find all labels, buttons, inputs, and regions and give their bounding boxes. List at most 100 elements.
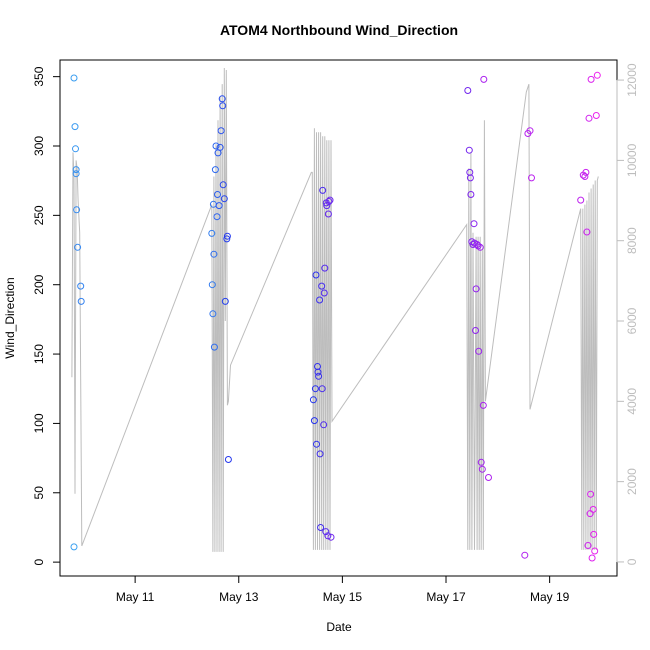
data-point xyxy=(219,181,227,189)
data-point xyxy=(480,75,488,83)
data-point xyxy=(582,168,590,176)
x-tick-label: May 13 xyxy=(219,590,259,604)
data-point xyxy=(587,75,595,83)
data-point xyxy=(211,166,219,174)
y-tick-label: 350 xyxy=(32,66,46,86)
y-tick-label: 250 xyxy=(32,205,46,225)
data-point xyxy=(317,524,325,531)
data-point xyxy=(218,95,226,103)
data-point xyxy=(214,191,221,198)
data-point xyxy=(581,173,589,180)
data-point xyxy=(220,195,228,203)
data-point xyxy=(588,554,596,562)
data-point xyxy=(219,102,227,110)
data-point xyxy=(73,206,81,214)
data-point xyxy=(215,202,223,210)
data-point xyxy=(476,243,484,251)
data-point xyxy=(310,417,318,425)
data-point xyxy=(216,143,224,151)
data-point xyxy=(320,421,328,429)
data-point xyxy=(485,474,492,481)
data-point xyxy=(319,186,327,194)
data-point xyxy=(316,296,324,304)
data-point xyxy=(467,191,475,198)
data-point xyxy=(464,87,472,94)
data-point xyxy=(526,127,534,135)
y-tick-label: 300 xyxy=(32,136,46,156)
secondary-line-layer xyxy=(71,67,599,552)
data-point xyxy=(210,343,218,351)
data-point xyxy=(326,196,334,204)
y-tick-label: 0 xyxy=(32,558,46,565)
data-point xyxy=(528,174,535,182)
data-point xyxy=(583,228,591,236)
data-point xyxy=(585,114,593,122)
y-tick-label: 150 xyxy=(32,344,46,364)
y-axis-label: Wind_Direction xyxy=(3,277,17,358)
y2-tick-label: 6000 xyxy=(625,307,639,334)
y-axis: 0 50 100 150 200 250 300 350 xyxy=(32,66,61,565)
points-layer xyxy=(70,71,601,562)
x-tick-label: May 17 xyxy=(426,590,466,604)
y-tick-label: 50 xyxy=(32,486,46,500)
data-point xyxy=(223,235,231,243)
y2-tick-label: 2000 xyxy=(625,468,639,495)
data-point xyxy=(478,465,486,473)
y2-tick-label: 10000 xyxy=(625,143,639,177)
data-point xyxy=(312,271,320,279)
y-tick-label: 100 xyxy=(32,413,46,433)
x-tick-label: May 11 xyxy=(116,590,155,604)
data-point xyxy=(213,213,221,221)
data-point xyxy=(208,229,216,237)
y-tick-label: 200 xyxy=(32,274,46,294)
data-point xyxy=(472,285,480,293)
y2-tick-label: 12000 xyxy=(625,63,639,97)
data-point xyxy=(318,385,326,393)
data-point xyxy=(311,385,319,393)
data-point xyxy=(591,547,599,555)
data-point xyxy=(314,368,322,376)
data-point xyxy=(577,196,585,204)
y2-tick-label: 8000 xyxy=(625,227,639,254)
data-point xyxy=(327,533,335,541)
data-point xyxy=(209,310,217,318)
data-point xyxy=(318,282,326,290)
data-point xyxy=(70,543,78,551)
data-point xyxy=(469,241,477,248)
data-point xyxy=(587,490,595,498)
data-point xyxy=(221,297,229,305)
data-point xyxy=(592,112,600,119)
data-point xyxy=(475,347,483,355)
x-axis-label: Date xyxy=(326,620,352,634)
data-point xyxy=(212,142,220,150)
data-point xyxy=(74,243,82,251)
data-point xyxy=(322,528,330,536)
data-point xyxy=(323,202,331,210)
data-point xyxy=(593,71,601,79)
data-point xyxy=(584,542,592,549)
x-tick-label: May 15 xyxy=(323,590,363,604)
data-point xyxy=(77,297,85,305)
y2-tick-label: 0 xyxy=(625,558,639,565)
secondary-y-axis: 0 2000 4000 6000 8000 10000 12000 xyxy=(616,63,639,565)
chart-title: ATOM4 Northbound Wind_Direction xyxy=(220,22,458,38)
data-point xyxy=(470,220,478,228)
data-point xyxy=(320,289,328,297)
data-point xyxy=(472,327,479,334)
data-point xyxy=(313,440,320,448)
data-point xyxy=(315,372,323,380)
data-point xyxy=(217,127,225,135)
data-point xyxy=(208,281,216,289)
plot-frame xyxy=(59,59,618,577)
data-point xyxy=(316,450,324,458)
data-point xyxy=(72,170,80,178)
data-point xyxy=(77,282,85,290)
data-point xyxy=(466,174,474,182)
data-point xyxy=(321,264,329,272)
data-point xyxy=(224,456,232,463)
secondary-series-line xyxy=(71,67,599,552)
data-point xyxy=(479,401,487,409)
data-point xyxy=(324,210,332,218)
x-axis: May 11 May 13 May 15 May 17 May 19 xyxy=(116,575,570,604)
